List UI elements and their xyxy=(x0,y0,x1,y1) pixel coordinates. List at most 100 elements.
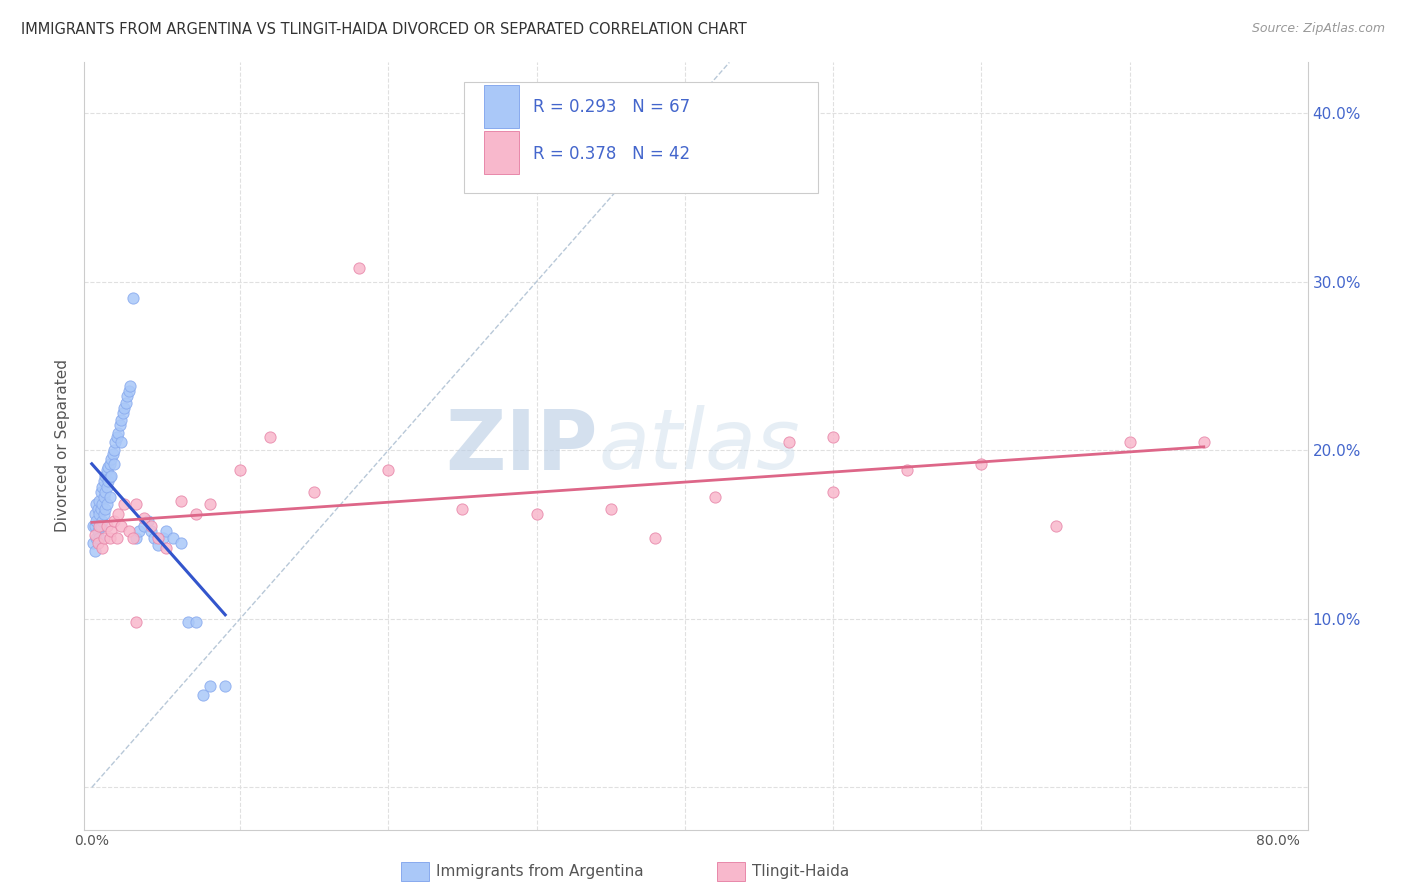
Point xyxy=(98,457,121,471)
Point xyxy=(136,514,159,528)
Point xyxy=(83,508,105,522)
Point xyxy=(118,384,141,399)
Point xyxy=(155,524,177,538)
Point xyxy=(101,447,124,461)
Point xyxy=(98,531,121,545)
Point xyxy=(89,508,111,522)
Point xyxy=(100,524,122,538)
Point xyxy=(91,497,114,511)
Point xyxy=(100,451,122,466)
Point xyxy=(125,615,148,630)
Point xyxy=(91,541,114,555)
Point xyxy=(112,497,135,511)
Point xyxy=(94,468,117,483)
Point xyxy=(96,519,118,533)
Point xyxy=(1118,434,1140,449)
Text: R = 0.293   N = 67: R = 0.293 N = 67 xyxy=(533,98,690,116)
Point xyxy=(90,502,112,516)
Point xyxy=(89,531,111,545)
Point xyxy=(86,536,108,550)
Point xyxy=(105,430,128,444)
Point xyxy=(115,396,138,410)
Point xyxy=(117,389,139,403)
Point xyxy=(347,261,370,276)
Point xyxy=(97,460,120,475)
Point xyxy=(107,426,129,441)
Point xyxy=(110,413,132,427)
Point xyxy=(200,679,222,693)
Point xyxy=(120,379,142,393)
Text: Immigrants from Argentina: Immigrants from Argentina xyxy=(436,864,644,879)
Point xyxy=(143,531,166,545)
Point xyxy=(177,615,200,630)
Point xyxy=(200,497,222,511)
Point xyxy=(100,468,122,483)
FancyBboxPatch shape xyxy=(484,131,519,174)
Point xyxy=(103,457,125,471)
Point xyxy=(1045,519,1067,533)
Point xyxy=(90,485,112,500)
Point xyxy=(132,510,155,524)
Point xyxy=(132,519,155,533)
Point xyxy=(96,480,118,494)
Point xyxy=(94,485,117,500)
Point xyxy=(139,524,162,538)
Point xyxy=(108,417,131,432)
Point xyxy=(110,519,132,533)
Point xyxy=(170,536,193,550)
Point xyxy=(90,519,112,533)
Point xyxy=(97,474,120,488)
Point xyxy=(98,470,121,484)
Point xyxy=(96,497,118,511)
Point xyxy=(644,531,666,545)
Point xyxy=(703,491,725,505)
Point xyxy=(451,502,474,516)
Point xyxy=(823,430,845,444)
Point xyxy=(128,524,150,538)
Point xyxy=(112,401,135,415)
Point xyxy=(152,531,174,545)
Point xyxy=(125,531,148,545)
Point xyxy=(122,531,145,545)
Point xyxy=(91,480,114,494)
Point xyxy=(84,531,107,545)
Point xyxy=(526,508,548,522)
Point xyxy=(89,519,111,533)
Point xyxy=(83,527,105,541)
Point xyxy=(148,538,170,552)
Point xyxy=(93,508,115,522)
Point xyxy=(377,463,399,477)
Point xyxy=(259,430,281,444)
Point xyxy=(823,485,845,500)
Point xyxy=(93,491,115,505)
Point xyxy=(184,508,207,522)
Y-axis label: Divorced or Separated: Divorced or Separated xyxy=(55,359,70,533)
Point xyxy=(82,536,104,550)
Point xyxy=(86,502,108,516)
Point xyxy=(778,434,800,449)
Point xyxy=(83,519,105,533)
Point xyxy=(229,463,252,477)
Text: Tlingit-Haida: Tlingit-Haida xyxy=(752,864,849,879)
Point xyxy=(93,474,115,488)
Point xyxy=(103,514,125,528)
Point xyxy=(84,497,107,511)
Point xyxy=(139,519,162,533)
Point xyxy=(98,491,121,505)
Text: Source: ZipAtlas.com: Source: ZipAtlas.com xyxy=(1251,22,1385,36)
Point xyxy=(105,531,128,545)
Point xyxy=(302,485,325,500)
Point xyxy=(1192,434,1215,449)
Point xyxy=(148,531,170,545)
Point xyxy=(82,519,104,533)
Point xyxy=(599,502,621,516)
Point xyxy=(896,463,918,477)
Point xyxy=(122,292,145,306)
Point xyxy=(83,544,105,558)
Point xyxy=(191,688,214,702)
Point xyxy=(170,493,193,508)
Point xyxy=(94,502,117,516)
Point xyxy=(107,508,129,522)
FancyBboxPatch shape xyxy=(484,86,519,128)
Point xyxy=(103,443,125,458)
